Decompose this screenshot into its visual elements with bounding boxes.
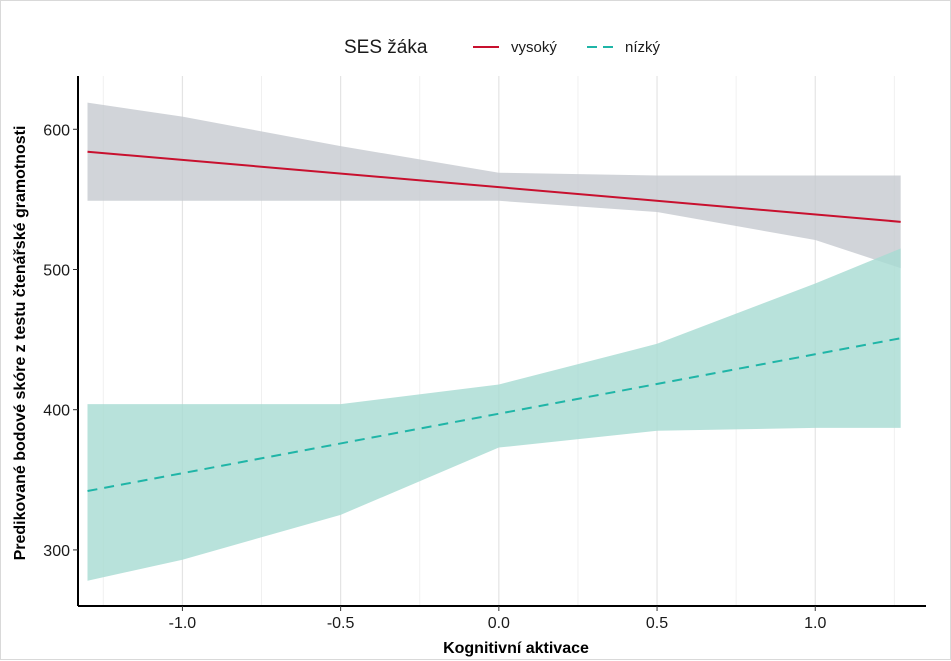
y-tick-label: 500 (43, 262, 70, 279)
confidence-band-vysoky (87, 102, 901, 269)
tick-labels: -1.0 -0.5 0.0 0.5 1.0 300 400 500 600 (43, 122, 826, 632)
x-tick-label: 0.5 (646, 615, 668, 632)
legend-label-nizky: nízký (625, 39, 661, 56)
confidence-ribbons (87, 102, 901, 581)
y-tick-label: 300 (43, 543, 70, 560)
x-tick-label: 1.0 (804, 615, 826, 632)
x-tick-label: -0.5 (327, 615, 355, 632)
legend-label-vysoky: vysoký (511, 39, 557, 56)
y-tick-label: 400 (43, 403, 70, 420)
x-tick-label: 0.0 (488, 615, 510, 632)
series-lines (87, 150, 901, 493)
series-line-nizky (87, 337, 901, 493)
x-tick-label: -1.0 (169, 615, 197, 632)
legend: SES žáka vysoký nízký (344, 37, 661, 58)
y-axis-title: Predikované bodové skóre z testu čtenářs… (12, 126, 29, 561)
axes (77, 76, 926, 607)
series-line-vysoky (87, 150, 901, 223)
x-axis-title: Kognitivní aktivace (443, 640, 589, 657)
legend-title: SES žáka (344, 37, 428, 58)
y-tick-label: 600 (43, 122, 70, 139)
